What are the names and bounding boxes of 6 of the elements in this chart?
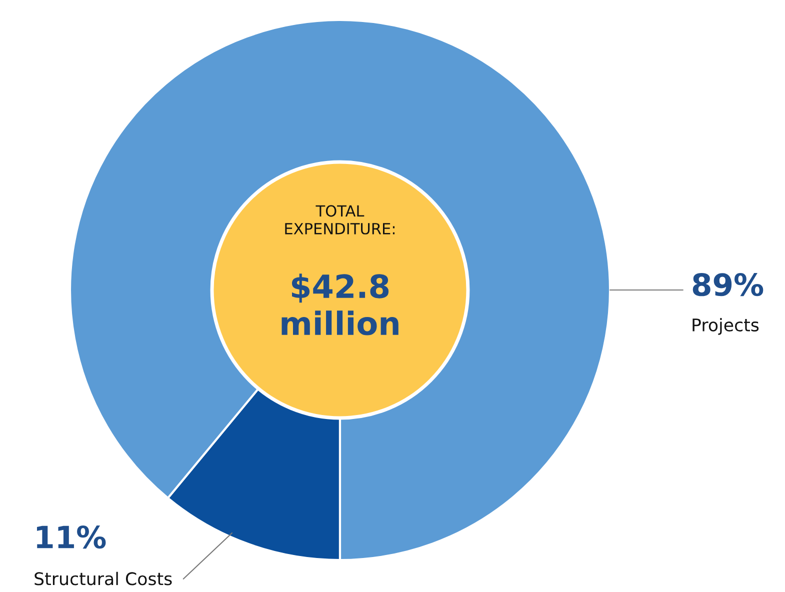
data-label: 89% (692, 273, 764, 296)
text: $42.8 million (282, 274, 398, 336)
slice-label: Projects (692, 318, 759, 335)
slice-label: Structural Costs (34, 572, 172, 586)
text: TOTAL EXPENDITURE: (285, 205, 395, 234)
data-label: 11% (36, 526, 106, 549)
